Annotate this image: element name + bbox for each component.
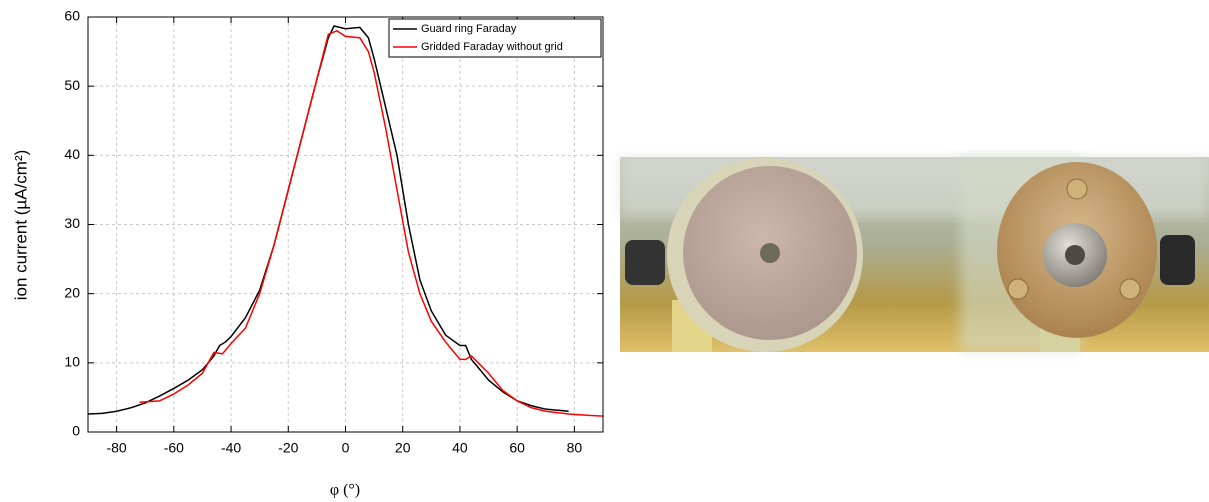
series-line [139,29,604,417]
x-tick-label: 20 [395,440,411,456]
x-tick-label: -40 [221,440,241,456]
y-tick-label: 20 [64,284,80,300]
plot-frame [87,16,604,433]
photo [620,157,1209,352]
x-tick-label: -20 [278,440,298,456]
x-axis-label: φ (°) [330,482,360,499]
y-axis-label: ion current (µA/cm²) [11,150,30,301]
x-tick-label: 0 [342,440,350,456]
y-tick-label: 10 [64,354,80,370]
legend-box [388,18,602,58]
x-tick-label: 80 [567,440,583,456]
x-tick-label: -80 [106,440,126,456]
y-tick-label: 30 [64,215,80,231]
y-tick-label: 0 [72,423,80,439]
y-tick-label: 60 [64,8,80,24]
legend: Guard ring Faraday Gridded Faraday withou… [388,18,602,58]
x-tick-label: 40 [452,440,468,456]
x-tick-label: 60 [509,440,525,456]
y-tick-label: 40 [64,146,80,162]
legend-label: Gridded Faraday without grid [421,41,563,53]
y-tick-label: 50 [64,77,80,93]
series-line [87,25,569,415]
legend-label: Guard ring Faraday [421,23,517,35]
x-tick-label: -60 [164,440,184,456]
